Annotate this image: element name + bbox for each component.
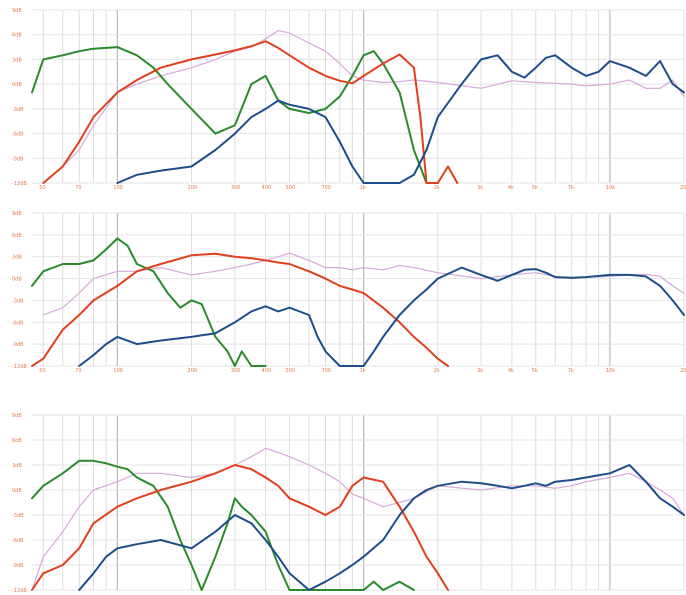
- x-tick-label: 500: [286, 185, 296, 191]
- y-tick-label: 9dB: [12, 211, 22, 217]
- y-tick-label: -6dB: [12, 132, 24, 138]
- x-tick-label: 5k: [532, 368, 538, 374]
- y-tick-label: 0dB: [12, 488, 22, 494]
- series-line-2: [31, 252, 449, 367]
- series-line-1: [31, 237, 267, 367]
- series-line-3: [116, 54, 685, 184]
- x-tick-label: 1k: [360, 185, 366, 191]
- y-tick-label: -9dB: [12, 563, 24, 569]
- series-line-3: [78, 464, 685, 591]
- y-tick-label: 3dB: [12, 57, 22, 63]
- y-tick-label: -9dB: [12, 156, 24, 162]
- x-tick-label: 100: [113, 185, 123, 191]
- x-tick-label: 20k: [680, 185, 686, 191]
- y-tick-label: 3dB: [12, 463, 22, 469]
- x-tick-label: 7k: [568, 185, 574, 191]
- y-tick-label: -9dB: [12, 342, 24, 348]
- y-tick-label: 6dB: [12, 33, 22, 39]
- y-tick-label: 0dB: [12, 277, 22, 283]
- x-tick-label: 50: [39, 185, 45, 191]
- y-tick-label: -12dB: [12, 181, 27, 187]
- y-tick-label: 0dB: [12, 82, 22, 88]
- x-tick-label: 700: [321, 368, 331, 374]
- x-tick-label: 3k: [477, 185, 483, 191]
- x-tick-label: 4k: [508, 185, 514, 191]
- series-line-2: [31, 464, 449, 591]
- x-tick-label: 7k: [568, 368, 574, 374]
- chart-panel-2: 9dB 6dB 3dB 0dB -3dB -6dB -9dB -12dB 50 70 100 200 3…: [12, 211, 686, 374]
- x-tick-label: 5k: [532, 185, 538, 191]
- x-tick-label: 20k: [680, 368, 686, 374]
- y-tick-label: -3dB: [12, 107, 24, 113]
- y-tick-label: 9dB: [12, 8, 22, 14]
- x-tick-label: 2k: [434, 368, 440, 374]
- x-tick-label: 10k: [606, 368, 615, 374]
- x-tick-label: 200: [188, 185, 198, 191]
- x-tick-label: 50: [39, 368, 45, 374]
- y-tick-label: -12dB: [12, 588, 27, 594]
- chart-panel-3: 9dB 6dB 3dB 0dB -3dB -6dB -9dB -12dB: [12, 413, 685, 594]
- y-tick-label: 3dB: [12, 255, 22, 261]
- x-tick-label: 200: [188, 368, 198, 374]
- series-line-1: [31, 46, 439, 184]
- x-tick-label: 400: [262, 368, 272, 374]
- y-tick-label: 9dB: [12, 413, 22, 419]
- y-tick-label: -3dB: [12, 513, 24, 519]
- x-tick-label: 4k: [508, 368, 514, 374]
- y-tick-label: -12dB: [12, 364, 27, 370]
- x-tick-label: 2k: [434, 185, 440, 191]
- x-tick-label: 300: [231, 368, 241, 374]
- x-tick-label: 10k: [606, 185, 615, 191]
- y-tick-label: -6dB: [12, 320, 24, 326]
- series-line-1: [31, 459, 415, 591]
- x-tick-label: 70: [75, 185, 81, 191]
- x-tick-label: 500: [286, 368, 296, 374]
- chart-panel-1: 9dB 6dB 3dB 0dB -3dB -6dB -9dB -12dB 50 70 100 200 3…: [12, 8, 686, 191]
- y-tick-label: -3dB: [12, 298, 24, 304]
- x-tick-label: 700: [321, 185, 331, 191]
- series-line-3: [78, 266, 685, 367]
- x-tick-label: 70: [75, 368, 81, 374]
- x-tick-label: 400: [262, 185, 272, 191]
- x-tick-label: 3k: [477, 368, 483, 374]
- x-tick-label: 100: [113, 368, 123, 374]
- y-tick-label: 6dB: [12, 233, 22, 239]
- x-tick-label: 300: [231, 185, 241, 191]
- series-line-2: [42, 40, 459, 184]
- y-tick-label: -6dB: [12, 538, 24, 544]
- y-tick-label: 6dB: [12, 438, 22, 444]
- x-tick-label: 1k: [360, 368, 366, 374]
